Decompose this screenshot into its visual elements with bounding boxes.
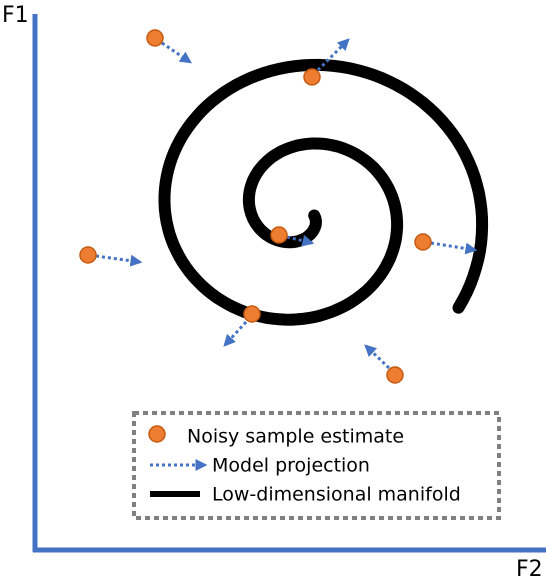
sample-dot bbox=[243, 305, 261, 323]
legend-label: Noisy sample estimate bbox=[187, 426, 404, 448]
samples bbox=[79, 29, 432, 384]
manifold bbox=[158, 58, 489, 326]
projection-arrow bbox=[316, 38, 350, 72]
sample-dot bbox=[270, 226, 288, 244]
sample-dot bbox=[414, 233, 432, 251]
legend-dot bbox=[148, 425, 166, 443]
sample-dot bbox=[79, 246, 97, 264]
y-axis-label: F1 bbox=[2, 3, 29, 28]
legend-label: Low-dimensional manifold bbox=[212, 484, 461, 506]
projection-arrow bbox=[430, 241, 478, 255]
sample-dot bbox=[386, 366, 404, 384]
projection-arrow bbox=[364, 344, 391, 370]
x-axis-label: F2 bbox=[516, 557, 543, 580]
legend-label: Model projection bbox=[212, 455, 370, 477]
projection-arrow bbox=[223, 320, 248, 347]
legend: Noisy sample estimate Model projection L… bbox=[132, 411, 501, 520]
projection-arrow bbox=[161, 41, 192, 64]
sample-dot bbox=[146, 29, 164, 47]
sample-dot bbox=[303, 68, 321, 86]
projection-arrow bbox=[95, 254, 143, 267]
projections bbox=[95, 38, 478, 370]
projection-arrow bbox=[286, 234, 315, 247]
